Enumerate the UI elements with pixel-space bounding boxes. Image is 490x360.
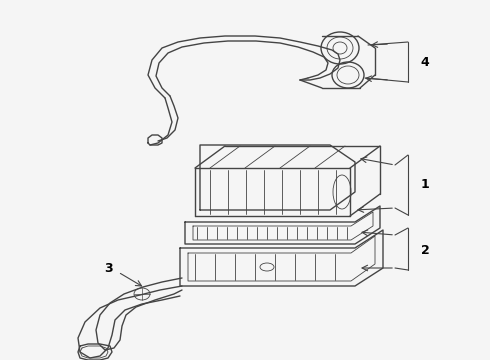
Text: 4: 4	[420, 55, 429, 68]
Text: 3: 3	[104, 261, 112, 274]
Text: 1: 1	[420, 179, 429, 192]
Text: 2: 2	[420, 243, 429, 256]
